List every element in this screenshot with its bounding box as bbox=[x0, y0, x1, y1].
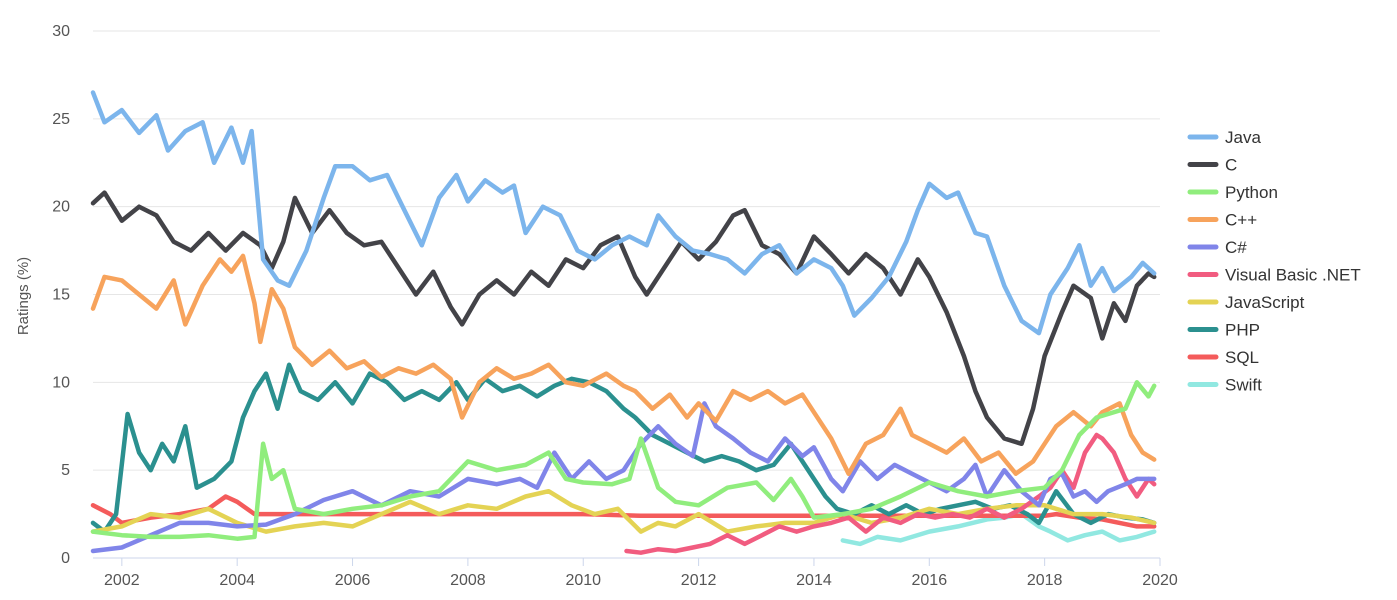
legend-item[interactable]: PHP bbox=[1187, 321, 1260, 340]
legend-item[interactable]: Visual Basic .NET bbox=[1187, 266, 1361, 285]
series-line-c[interactable] bbox=[90, 190, 1157, 447]
y-tick-label: 20 bbox=[52, 199, 70, 216]
legend-label: C bbox=[1225, 156, 1237, 175]
legend: Java C Python C++ C# Visual Basic .NET JavaScr… bbox=[1187, 128, 1361, 395]
series-line-c[interactable] bbox=[90, 401, 1157, 554]
x-tick-label: 2020 bbox=[1142, 572, 1178, 589]
x-tick-label: 2018 bbox=[1027, 572, 1063, 589]
axes: Ratings (%) bbox=[15, 257, 1160, 559]
series-line-php[interactable] bbox=[90, 362, 1157, 534]
x-tick-label: 2002 bbox=[104, 572, 140, 589]
y-tick-labels: 0 5 10 15 20 25 30 bbox=[52, 23, 70, 567]
legend-label: JavaScript bbox=[1225, 293, 1305, 312]
legend-label: PHP bbox=[1225, 321, 1260, 340]
series-line-java[interactable] bbox=[90, 90, 1157, 336]
x-tick-label: 2006 bbox=[335, 572, 371, 589]
legend-label: Visual Basic .NET bbox=[1225, 266, 1361, 285]
y-tick-label: 5 bbox=[61, 462, 70, 479]
legend-label: Java bbox=[1225, 128, 1261, 147]
legend-label: C# bbox=[1225, 238, 1247, 257]
y-tick-label: 15 bbox=[52, 287, 70, 304]
x-tick-label: 2004 bbox=[219, 572, 255, 589]
legend-label: SQL bbox=[1225, 348, 1259, 367]
legend-label: Python bbox=[1225, 183, 1278, 202]
series-lines bbox=[90, 90, 1157, 555]
legend-item[interactable]: SQL bbox=[1187, 348, 1259, 367]
series-line-javascript[interactable] bbox=[90, 488, 1157, 534]
x-tick-labels: 2002 2004 2006 2008 2010 2012 2014 2016 2018 2020 bbox=[104, 558, 1178, 589]
legend-item[interactable]: Python bbox=[1187, 183, 1278, 202]
x-tick-label: 2016 bbox=[912, 572, 948, 589]
legend-label: Swift bbox=[1225, 376, 1262, 395]
legend-item[interactable]: JavaScript bbox=[1187, 293, 1305, 312]
legend-item[interactable]: C bbox=[1187, 156, 1237, 175]
y-tick-label: 0 bbox=[61, 550, 70, 567]
x-tick-label: 2014 bbox=[796, 572, 832, 589]
legend-label: C++ bbox=[1225, 211, 1257, 230]
y-tick-label: 30 bbox=[52, 23, 70, 40]
series-line-c[interactable] bbox=[90, 253, 1157, 476]
legend-item[interactable]: Swift bbox=[1187, 376, 1262, 395]
x-tick-label: 2008 bbox=[450, 572, 486, 589]
x-tick-label: 2010 bbox=[565, 572, 601, 589]
legend-item[interactable]: C# bbox=[1187, 238, 1247, 257]
legend-item[interactable]: C++ bbox=[1187, 211, 1257, 230]
x-tick-label: 2012 bbox=[681, 572, 717, 589]
gridlines bbox=[93, 30, 1160, 471]
series-line-python[interactable] bbox=[90, 380, 1157, 541]
y-tick-label: 10 bbox=[52, 374, 70, 391]
series-line-visual-basic-net[interactable] bbox=[624, 432, 1157, 555]
y-axis-title: Ratings (%) bbox=[15, 257, 32, 335]
y-tick-label: 25 bbox=[52, 111, 70, 128]
legend-item[interactable]: Java bbox=[1187, 128, 1261, 147]
